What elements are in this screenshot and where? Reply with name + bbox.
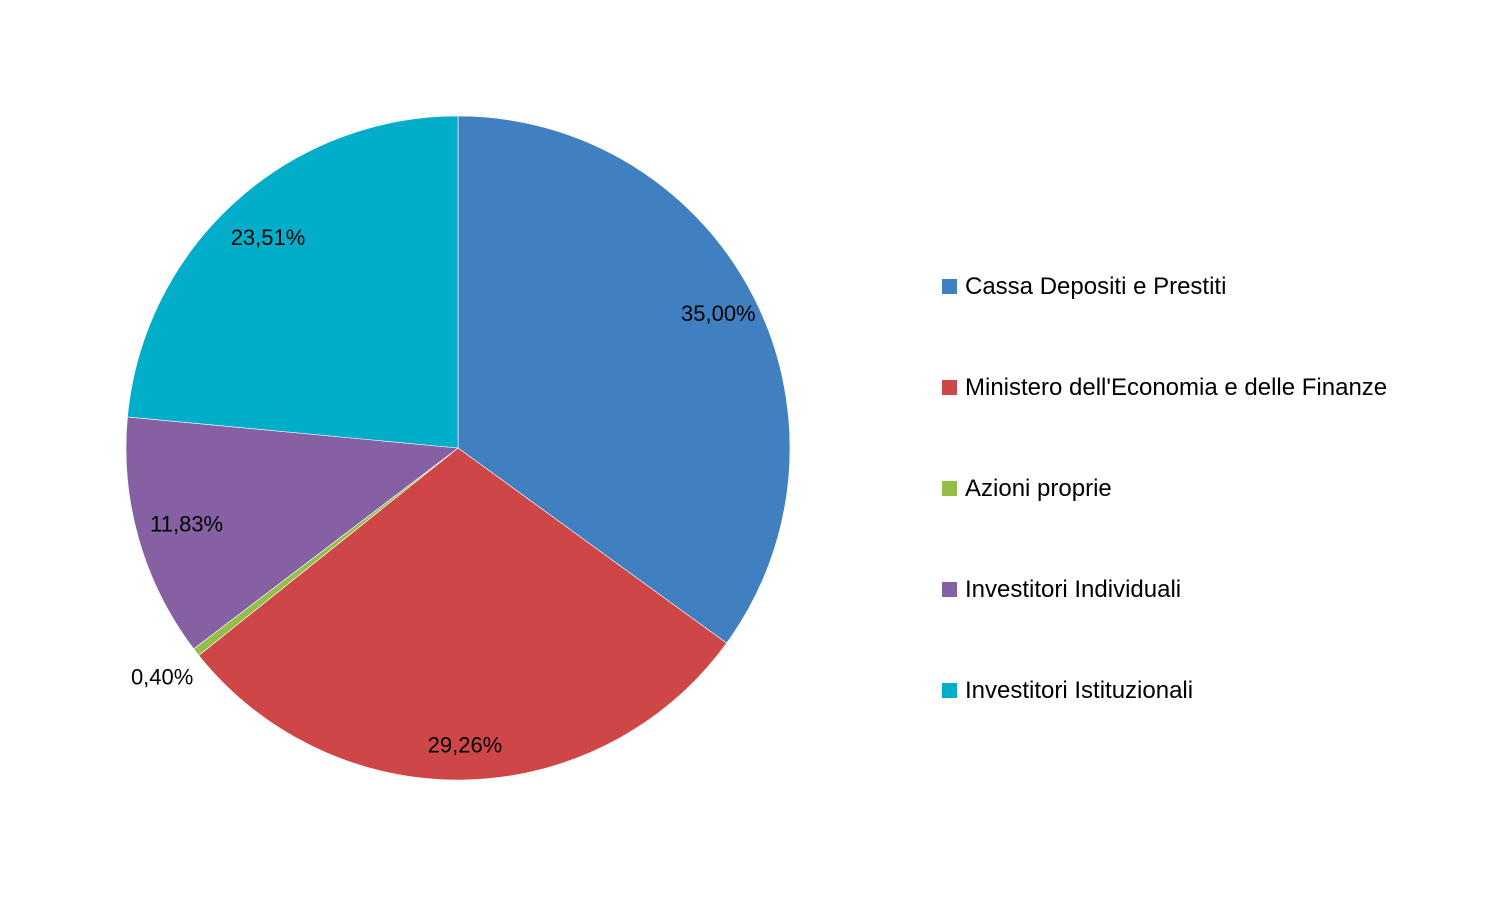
legend-swatch-0 — [942, 279, 957, 294]
data-label-4: 23,51% — [231, 225, 306, 250]
legend-swatch-4 — [942, 683, 957, 698]
legend-item-1: Ministero dell'Economia e delle Finanze — [942, 337, 1387, 438]
legend-swatch-1 — [942, 380, 957, 395]
pie-slice-4 — [127, 115, 459, 449]
pie-slice-0 — [457, 115, 791, 644]
data-label-1: 29,26% — [428, 733, 503, 758]
legend-label-4: Investitori Istituzionali — [965, 676, 1194, 704]
pie-slice-3 — [125, 416, 459, 650]
legend-item-3: Investitori Individuali — [942, 539, 1387, 640]
legend-item-0: Cassa Depositi e Prestiti — [942, 236, 1387, 337]
data-label-2: 0,40% — [131, 664, 193, 689]
legend-swatch-3 — [942, 582, 957, 597]
legend-swatch-2 — [942, 481, 957, 496]
legend-label-3: Investitori Individuali — [965, 575, 1182, 603]
data-label-0: 35,00% — [681, 301, 756, 326]
pie-slice-1 — [198, 447, 728, 781]
legend-label-2: Azioni proprie — [965, 474, 1112, 502]
legend-item-2: Azioni proprie — [942, 438, 1387, 539]
legend-item-4: Investitori Istituzionali — [942, 640, 1387, 741]
legend: Cassa Depositi e Prestiti Ministero dell'… — [942, 236, 1387, 741]
legend-label-1: Ministero dell'Economia e delle Finanze — [965, 373, 1388, 401]
data-label-3: 11,83% — [150, 511, 223, 536]
legend-label-0: Cassa Depositi e Prestiti — [965, 272, 1227, 300]
